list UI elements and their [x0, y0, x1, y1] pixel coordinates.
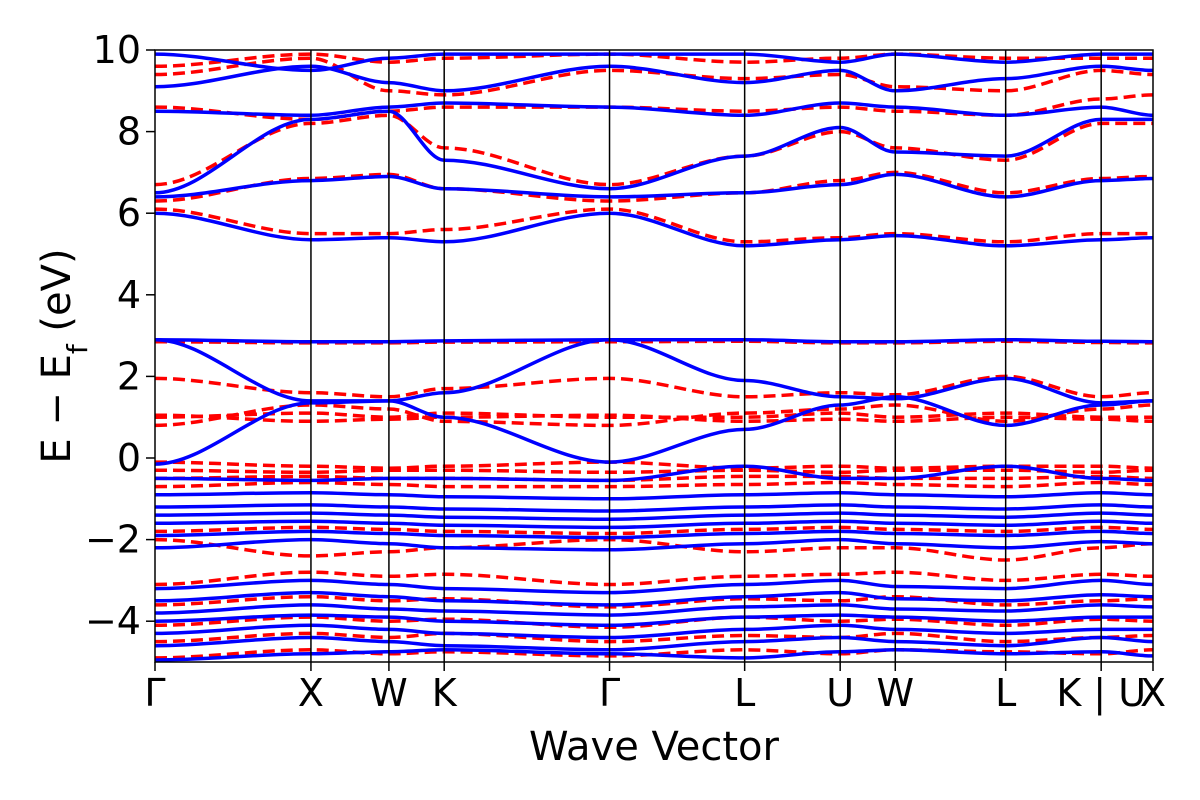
- y-tick-label: 0: [117, 436, 141, 480]
- x-tick-label: Γ: [599, 671, 620, 715]
- y-tick-label: 10: [93, 28, 141, 72]
- x-tick-label: L: [995, 671, 1016, 715]
- band-line-blue: [155, 337, 1153, 344]
- band-line-blue: [155, 613, 1153, 628]
- x-tick-label: W: [370, 671, 408, 715]
- band-line-blue: [155, 590, 1153, 607]
- band-line-red: [155, 374, 1153, 399]
- bands-layer: [155, 52, 1153, 662]
- x-tick-label: X: [1140, 671, 1166, 715]
- band-line-blue: [155, 503, 1153, 513]
- band-line-blue: [155, 464, 1153, 483]
- band-line-blue: [155, 578, 1153, 595]
- band-line-blue: [155, 64, 1153, 93]
- y-axis-title: E − Ef (eV): [34, 248, 94, 463]
- band-line-blue: [155, 101, 1153, 118]
- y-tick-label: 4: [117, 273, 141, 317]
- y-tick-label: 8: [117, 110, 141, 154]
- y-tick-label: −2: [85, 518, 141, 562]
- band-line-blue: [155, 337, 1153, 405]
- band-line-blue: [155, 623, 1153, 640]
- y-tick-label: 6: [117, 191, 141, 235]
- series-red: [155, 52, 1153, 660]
- y-tick-label: 2: [117, 354, 141, 398]
- x-tick-label: L: [734, 671, 755, 715]
- band-line-red: [155, 411, 1153, 419]
- band-line-blue: [155, 490, 1153, 501]
- band-line-blue: [155, 648, 1153, 662]
- band-line-red: [155, 474, 1153, 483]
- band-line-blue: [155, 172, 1153, 199]
- x-axis-title: Wave Vector: [529, 724, 780, 770]
- band-line-red: [155, 207, 1153, 244]
- band-line-red: [155, 403, 1153, 428]
- kpoint-lines: [310, 50, 1102, 662]
- band-line-blue: [155, 511, 1153, 521]
- x-tick-label: K | U: [1056, 671, 1146, 716]
- x-tick-label: W: [876, 671, 914, 715]
- y-axis-title-sub: f: [61, 343, 94, 354]
- plot-frame: [154, 49, 1154, 663]
- y-tick-label: −4: [85, 599, 141, 643]
- x-tick-label: U: [826, 671, 854, 715]
- band-line-red: [155, 525, 1153, 536]
- band-line-blue: [155, 52, 1153, 73]
- band-line-red: [155, 468, 1153, 475]
- y-axis-title-unit: (eV): [34, 248, 80, 344]
- band-line-blue: [155, 537, 1153, 552]
- band-line-blue: [155, 519, 1153, 530]
- band-line-blue: [155, 109, 1153, 195]
- x-tick-label: K: [432, 671, 458, 715]
- band-line-red: [155, 413, 1153, 424]
- y-axis-title-main: E − E: [34, 354, 80, 464]
- band-line-red: [155, 480, 1153, 489]
- band-line-red: [155, 648, 1153, 660]
- y-axis-ticks: −4 −2 0 2 4 6 8 10: [85, 28, 155, 643]
- series-blue: [155, 52, 1153, 662]
- x-tick-label: X: [298, 671, 324, 715]
- band-line-blue: [155, 529, 1153, 540]
- x-tick-label: Γ: [144, 671, 165, 715]
- band-line-blue: [155, 603, 1153, 617]
- band-line-blue: [155, 211, 1153, 248]
- band-line-blue: [155, 635, 1153, 652]
